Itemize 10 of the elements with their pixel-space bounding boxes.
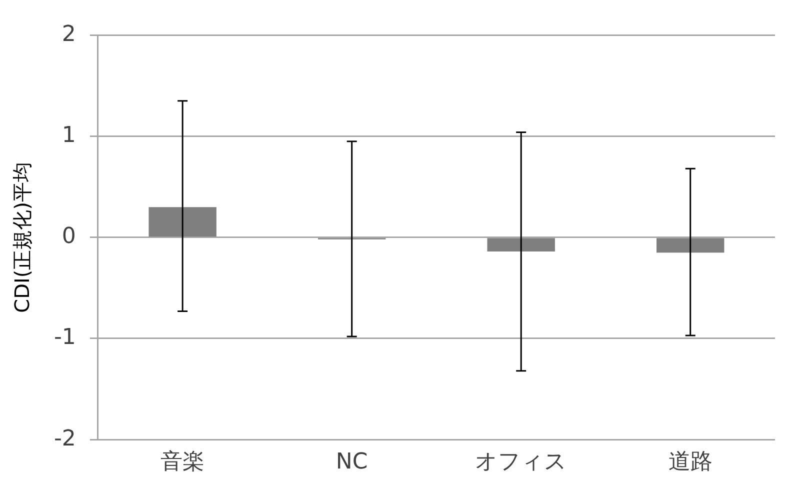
y-tick-label: -2	[54, 426, 76, 452]
y-tick-label: 0	[62, 224, 76, 250]
x-tick-label: 音楽	[160, 450, 205, 475]
x-tick-label: NC	[336, 450, 368, 475]
y-axis-title: CDI(正規化)平均	[10, 162, 34, 313]
x-tick-label: オフィス	[475, 450, 568, 475]
x-tick-label: 道路	[668, 450, 712, 475]
y-tick-label: 2	[62, 22, 76, 47]
y-tick-label: 1	[62, 123, 76, 148]
y-tick-label: -1	[54, 325, 76, 350]
